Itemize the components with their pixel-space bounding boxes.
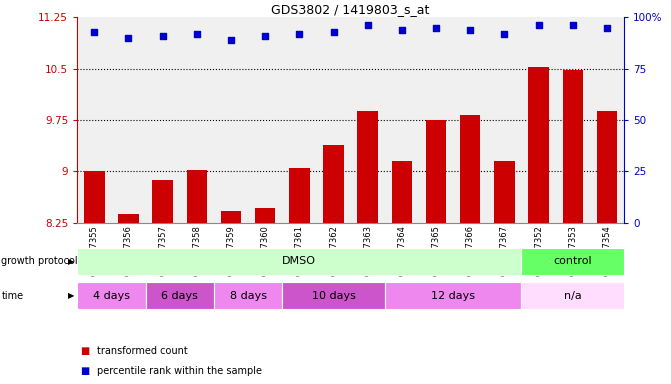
Text: ▶: ▶: [68, 291, 75, 300]
Bar: [323, 145, 344, 223]
Text: percentile rank within the sample: percentile rank within the sample: [97, 366, 262, 376]
Point: [294, 31, 305, 37]
Bar: [77, 282, 146, 309]
Bar: [426, 120, 446, 223]
Point: [225, 37, 236, 43]
Bar: [77, 248, 521, 275]
Bar: [289, 168, 309, 223]
Text: 4 days: 4 days: [93, 291, 130, 301]
Point: [328, 28, 339, 35]
Point: [191, 31, 202, 37]
Text: ■: ■: [81, 346, 90, 356]
Text: 12 days: 12 days: [431, 291, 475, 301]
Bar: [494, 161, 515, 223]
Bar: [392, 161, 412, 223]
Title: GDS3802 / 1419803_s_at: GDS3802 / 1419803_s_at: [271, 3, 430, 16]
Text: DMSO: DMSO: [282, 256, 316, 266]
Text: ■: ■: [81, 366, 90, 376]
Text: 8 days: 8 days: [229, 291, 266, 301]
Point: [260, 33, 270, 39]
Text: control: control: [554, 256, 592, 266]
Bar: [282, 282, 384, 309]
Bar: [146, 282, 214, 309]
Text: growth protocol: growth protocol: [1, 256, 78, 266]
Point: [431, 25, 442, 31]
Bar: [562, 70, 583, 223]
Bar: [358, 111, 378, 223]
Bar: [521, 248, 624, 275]
Point: [89, 28, 99, 35]
Bar: [221, 211, 242, 223]
Bar: [152, 180, 173, 223]
Point: [533, 22, 544, 28]
Point: [499, 31, 510, 37]
Bar: [187, 170, 207, 223]
Point: [157, 33, 168, 39]
Text: n/a: n/a: [564, 291, 582, 301]
Bar: [118, 214, 139, 223]
Text: ▶: ▶: [68, 257, 75, 266]
Point: [123, 35, 134, 41]
Text: transformed count: transformed count: [97, 346, 188, 356]
Point: [602, 25, 613, 31]
Bar: [384, 282, 521, 309]
Bar: [84, 171, 105, 223]
Point: [465, 26, 476, 33]
Bar: [528, 67, 549, 223]
Bar: [460, 115, 480, 223]
Bar: [597, 111, 617, 223]
Text: 10 days: 10 days: [311, 291, 356, 301]
Text: 6 days: 6 days: [161, 291, 198, 301]
Bar: [214, 282, 282, 309]
Point: [362, 22, 373, 28]
Point: [397, 26, 407, 33]
Text: time: time: [1, 291, 23, 301]
Bar: [255, 208, 275, 223]
Bar: [521, 282, 624, 309]
Point: [568, 22, 578, 28]
